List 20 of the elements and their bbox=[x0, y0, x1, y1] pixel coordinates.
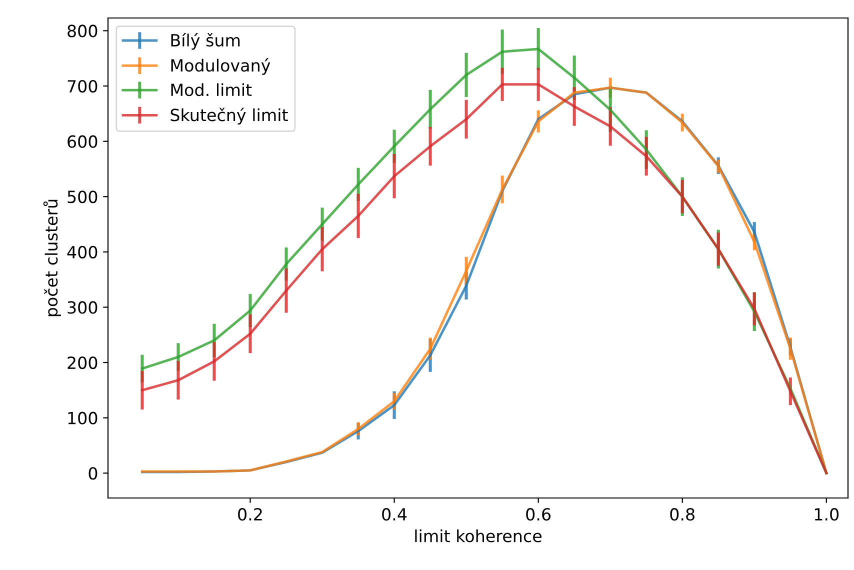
legend-label: Modulovaný bbox=[171, 58, 270, 75]
x-tick-label: 0.2 bbox=[238, 508, 262, 521]
y-tick-label: 100 bbox=[68, 412, 98, 424]
y-tick-label: 500 bbox=[68, 190, 98, 204]
legend-label: Bílý šum bbox=[171, 33, 240, 50]
y-tick-label: 400 bbox=[67, 246, 98, 258]
y-axis-title: počet clusterů bbox=[43, 200, 61, 316]
y-tick-label: 800 bbox=[68, 24, 98, 38]
y-tick-label: 300 bbox=[68, 301, 98, 314]
x-tick-label: 0.8 bbox=[670, 508, 694, 521]
x-tick-label: 1.0 bbox=[814, 508, 839, 521]
x-axis-title: limit koherence bbox=[415, 529, 542, 542]
y-tick-label: 200 bbox=[68, 356, 98, 370]
x-tick-label: 0.6 bbox=[526, 508, 551, 521]
y-tick-label: 700 bbox=[68, 80, 98, 93]
legend-label: Mod. limit bbox=[171, 83, 252, 96]
y-tick-label: 600 bbox=[68, 135, 98, 148]
x-tick-label: 0.4 bbox=[382, 508, 407, 521]
legend-label: Skutečný limit bbox=[170, 108, 288, 125]
y-tick-label: 0 bbox=[88, 467, 98, 480]
